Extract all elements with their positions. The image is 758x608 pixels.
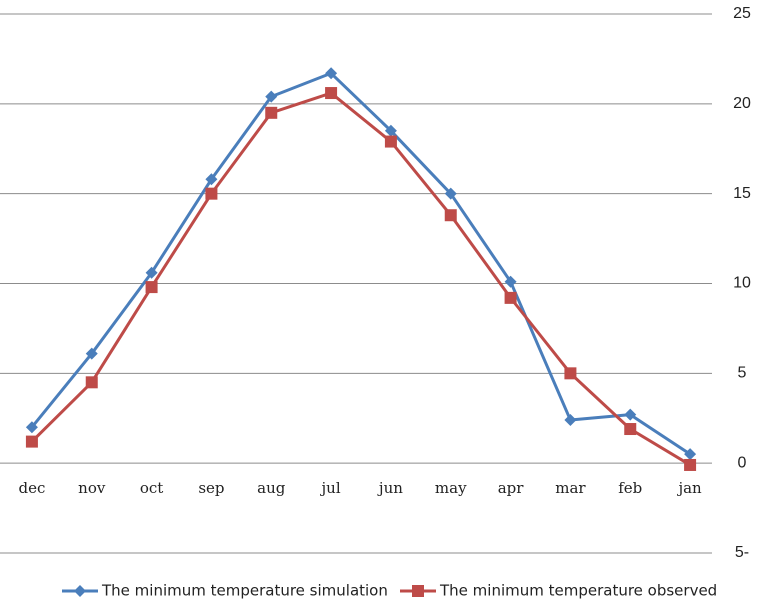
point (205, 187, 218, 200)
legend-marker (74, 585, 86, 597)
x-tick-label: aug (257, 479, 286, 497)
point (25, 421, 38, 434)
x-tick-label: jun (377, 479, 403, 497)
point (444, 187, 457, 200)
x-tick-label: sep (198, 479, 224, 497)
point (85, 347, 98, 360)
y-tick-label: 20 (733, 95, 751, 112)
point (85, 376, 98, 389)
point (265, 106, 278, 119)
x-tick-label: may (435, 479, 467, 497)
point (564, 367, 577, 380)
point (265, 90, 278, 103)
y-tick-label: 5 (738, 365, 747, 382)
point (564, 414, 577, 427)
point (444, 209, 457, 222)
point (504, 275, 517, 288)
y-tick-label: 5- (735, 544, 749, 561)
point (504, 291, 517, 304)
y-tick-label: 15 (733, 185, 751, 202)
x-tick-label: mar (555, 479, 586, 497)
x-tick-label: jan (676, 479, 702, 497)
point (145, 281, 158, 294)
x-tick-label: apr (498, 479, 525, 497)
x-tick-label: dec (18, 479, 45, 497)
point (624, 408, 637, 421)
x-tick-label: nov (78, 479, 106, 497)
point (384, 135, 397, 148)
y-tick-label: 10 (733, 275, 751, 292)
y-tick-label: 25 (733, 5, 751, 22)
x-tick-label: oct (140, 479, 163, 497)
series-line (30, 91, 691, 467)
point (624, 423, 637, 436)
legend-label: The minimum temperature observed (439, 582, 717, 600)
y-tick-label: 0 (738, 454, 747, 471)
point (145, 266, 158, 279)
x-tick-label: jul (320, 479, 341, 497)
point (684, 448, 697, 461)
legend-marker (412, 585, 424, 597)
point (384, 124, 397, 137)
point (25, 435, 38, 448)
legend-label: The minimum temperature simulation (101, 582, 388, 600)
point (325, 67, 338, 80)
point (325, 87, 338, 100)
point (205, 173, 218, 186)
point (684, 458, 697, 471)
series-line (30, 71, 691, 456)
x-tick-label: feb (618, 479, 642, 497)
